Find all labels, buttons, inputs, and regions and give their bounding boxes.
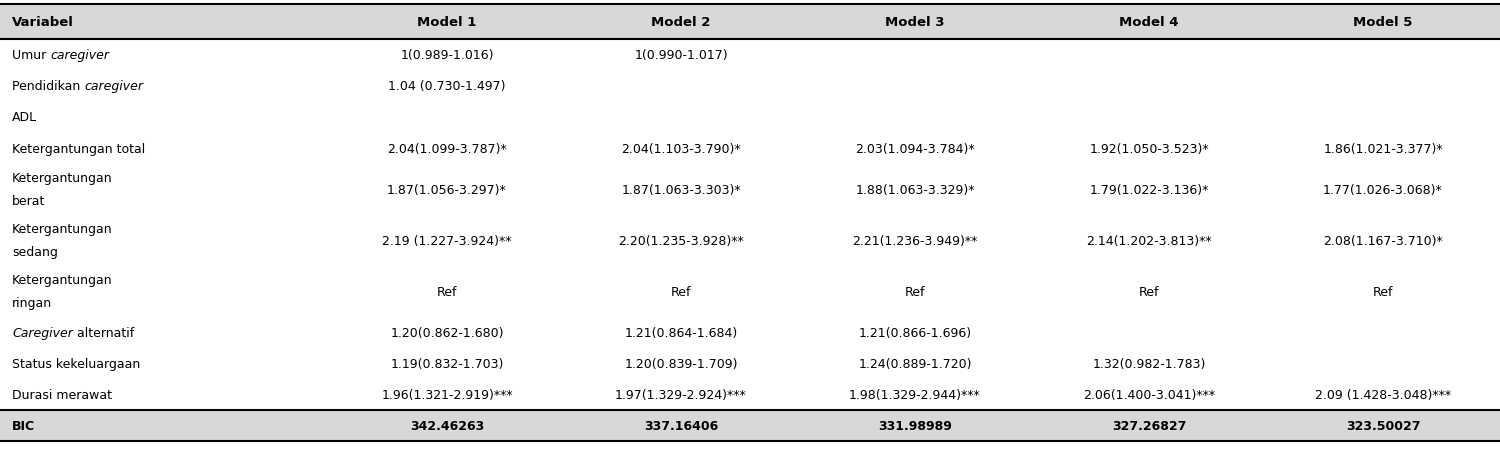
Text: Model 4: Model 4 — [1119, 16, 1179, 29]
Text: 1.88(1.063-3.329)*: 1.88(1.063-3.329)* — [855, 183, 975, 196]
Text: 1.87(1.056-3.297)*: 1.87(1.056-3.297)* — [387, 183, 507, 196]
Text: Ref: Ref — [436, 285, 457, 298]
Text: 1(0.990-1.017): 1(0.990-1.017) — [634, 49, 728, 62]
Text: 2.20(1.235-3.928)**: 2.20(1.235-3.928)** — [618, 234, 744, 247]
Text: caregiver: caregiver — [84, 80, 144, 93]
Text: Umur: Umur — [12, 49, 51, 62]
Text: 1.77(1.026-3.068)*: 1.77(1.026-3.068)* — [1323, 183, 1443, 196]
Text: 337.16406: 337.16406 — [644, 420, 718, 432]
Text: Ref: Ref — [1372, 285, 1394, 298]
Text: 1.20(0.862-1.680): 1.20(0.862-1.680) — [390, 326, 504, 339]
Text: 2.03(1.094-3.784)*: 2.03(1.094-3.784)* — [855, 142, 975, 155]
Text: 2.04(1.099-3.787)*: 2.04(1.099-3.787)* — [387, 142, 507, 155]
Text: 1.87(1.063-3.303)*: 1.87(1.063-3.303)* — [621, 183, 741, 196]
Text: 2.08(1.167-3.710)*: 2.08(1.167-3.710)* — [1323, 234, 1443, 247]
Text: 2.04(1.103-3.790)*: 2.04(1.103-3.790)* — [621, 142, 741, 155]
Text: 1.24(0.889-1.720): 1.24(0.889-1.720) — [858, 357, 972, 370]
Bar — [0, 5, 1500, 40]
Text: Model 5: Model 5 — [1353, 16, 1413, 29]
Text: Ref: Ref — [1138, 285, 1160, 298]
Text: 1.32(0.982-1.783): 1.32(0.982-1.783) — [1092, 357, 1206, 370]
Text: 1.04 (0.730-1.497): 1.04 (0.730-1.497) — [388, 80, 506, 93]
Text: Model 1: Model 1 — [417, 16, 477, 29]
Text: 2.19 (1.227-3.924)**: 2.19 (1.227-3.924)** — [382, 234, 512, 247]
Text: ringan: ringan — [12, 297, 53, 310]
Text: 331.98989: 331.98989 — [878, 420, 953, 432]
Text: Durasi merawat: Durasi merawat — [12, 388, 112, 401]
Text: 323.50027: 323.50027 — [1346, 420, 1420, 432]
Text: Ref: Ref — [670, 285, 692, 298]
Text: Ref: Ref — [904, 285, 926, 298]
Text: 1(0.989-1.016): 1(0.989-1.016) — [400, 49, 494, 62]
Text: Ketergantungan: Ketergantungan — [12, 172, 112, 184]
Text: Status kekeluargaan: Status kekeluargaan — [12, 357, 141, 370]
Text: caregiver: caregiver — [51, 49, 110, 62]
Text: berat: berat — [12, 195, 45, 208]
Text: Pendidikan: Pendidikan — [12, 80, 84, 93]
Text: Caregiver: Caregiver — [12, 326, 74, 339]
Text: 342.46263: 342.46263 — [410, 420, 485, 432]
Text: 1.79(1.022-3.136)*: 1.79(1.022-3.136)* — [1089, 183, 1209, 196]
Text: 327.26827: 327.26827 — [1112, 420, 1186, 432]
Text: Model 2: Model 2 — [651, 16, 711, 29]
Text: Ketergantungan: Ketergantungan — [12, 273, 112, 286]
Text: Variabel: Variabel — [12, 16, 74, 29]
Text: 2.21(1.236-3.949)**: 2.21(1.236-3.949)** — [852, 234, 978, 247]
Text: 1.96(1.321-2.919)***: 1.96(1.321-2.919)*** — [381, 388, 513, 401]
Text: 1.21(0.866-1.696): 1.21(0.866-1.696) — [858, 326, 972, 339]
Text: BIC: BIC — [12, 420, 34, 432]
Text: 2.09 (1.428-3.048)***: 2.09 (1.428-3.048)*** — [1316, 388, 1450, 401]
Text: Ketergantungan total: Ketergantungan total — [12, 142, 146, 155]
Text: 1.21(0.864-1.684): 1.21(0.864-1.684) — [624, 326, 738, 339]
Text: 2.06(1.400-3.041)***: 2.06(1.400-3.041)*** — [1083, 388, 1215, 401]
Text: 1.86(1.021-3.377)*: 1.86(1.021-3.377)* — [1323, 142, 1443, 155]
Text: 1.97(1.329-2.924)***: 1.97(1.329-2.924)*** — [615, 388, 747, 401]
Text: Model 3: Model 3 — [885, 16, 945, 29]
Text: sedang: sedang — [12, 246, 58, 259]
Text: 1.19(0.832-1.703): 1.19(0.832-1.703) — [390, 357, 504, 370]
Text: 2.14(1.202-3.813)**: 2.14(1.202-3.813)** — [1086, 234, 1212, 247]
Bar — [0, 410, 1500, 441]
Text: 1.98(1.329-2.944)***: 1.98(1.329-2.944)*** — [849, 388, 981, 401]
Text: ADL: ADL — [12, 111, 38, 124]
Text: 1.20(0.839-1.709): 1.20(0.839-1.709) — [624, 357, 738, 370]
Text: 1.92(1.050-3.523)*: 1.92(1.050-3.523)* — [1089, 142, 1209, 155]
Text: Ketergantungan: Ketergantungan — [12, 222, 112, 235]
Text: alternatif: alternatif — [74, 326, 134, 339]
